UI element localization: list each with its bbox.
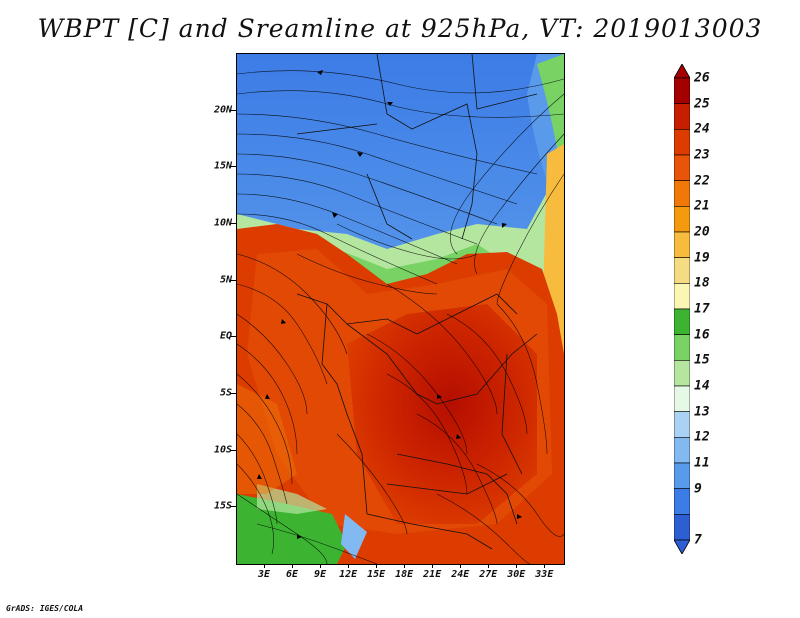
latitude-label: 10N bbox=[213, 217, 232, 229]
colorbar-label: 15 bbox=[694, 352, 710, 368]
green-patch-ne bbox=[537, 54, 564, 194]
colorbar-min-arrow bbox=[674, 539, 690, 554]
longitude-tick bbox=[516, 563, 518, 568]
colorbar bbox=[674, 64, 690, 554]
colorbar-label: 9 bbox=[694, 481, 702, 497]
longitude-label: 12E bbox=[339, 569, 358, 580]
colorbar-swatch bbox=[674, 77, 690, 104]
longitude-label: 15E bbox=[367, 569, 386, 580]
latitude-label: 15N bbox=[213, 160, 232, 172]
colorbar-swatch bbox=[674, 103, 690, 130]
colorbar-label: 16 bbox=[694, 327, 710, 343]
longitude-tick bbox=[264, 563, 266, 568]
longitude-label: 18E bbox=[395, 569, 414, 580]
latitude-tick bbox=[230, 279, 236, 281]
longitude-label: 33E bbox=[535, 569, 554, 580]
latitude-tick bbox=[230, 506, 236, 508]
longitude-label: 30E bbox=[507, 569, 526, 580]
colorbar-label: 20 bbox=[694, 224, 710, 240]
warm-band-sw bbox=[237, 384, 297, 494]
longitude-tick bbox=[488, 563, 490, 568]
colorbar-swatch bbox=[674, 154, 690, 181]
colorbar-swatch bbox=[674, 385, 690, 412]
colorbar-swatch bbox=[674, 308, 690, 335]
colorbar-label: 7 bbox=[694, 532, 702, 548]
cool-region-sw bbox=[237, 494, 347, 564]
longitude-tick bbox=[320, 563, 322, 568]
colorbar-label: 24 bbox=[694, 121, 710, 137]
longitude-label: 27E bbox=[479, 569, 498, 580]
colorbar-label: 18 bbox=[694, 275, 710, 291]
cool-edge-sw bbox=[257, 484, 327, 514]
latitude-label: 5S bbox=[219, 387, 232, 399]
latitude-label: 5N bbox=[219, 274, 232, 286]
colorbar-label: 21 bbox=[694, 198, 710, 214]
colorbar-swatch bbox=[674, 257, 690, 284]
longitude-tick bbox=[376, 563, 378, 568]
country-borders bbox=[296, 54, 538, 550]
colorbar-swatch bbox=[674, 462, 690, 489]
wbpt-field-map bbox=[237, 54, 564, 564]
longitude-tick bbox=[460, 563, 462, 568]
latitude-tick bbox=[230, 449, 236, 451]
latitude-tick bbox=[230, 336, 236, 338]
map-panel bbox=[236, 53, 565, 565]
latitude-tick bbox=[230, 393, 236, 394]
colorbar-label: 11 bbox=[694, 455, 710, 471]
longitude-label: 21E bbox=[423, 569, 442, 580]
longitude-label: 6E bbox=[286, 569, 299, 580]
colorbar-label: 23 bbox=[694, 147, 710, 163]
longitude-label: 9E bbox=[314, 569, 327, 580]
colorbar-swatch bbox=[674, 206, 690, 233]
latitude-tick bbox=[230, 109, 236, 111]
colorbar-swatch bbox=[674, 514, 690, 541]
colorbar-max-arrow bbox=[674, 64, 690, 79]
colorbar-swatch bbox=[674, 283, 690, 310]
colorbar-label: 14 bbox=[694, 378, 710, 394]
cool-spot-south bbox=[341, 514, 367, 559]
latitude-label: 15S bbox=[213, 500, 232, 512]
colorbar-swatch bbox=[674, 129, 690, 156]
colorbar-label: 12 bbox=[694, 429, 710, 445]
longitude-tick bbox=[404, 563, 406, 568]
colorbar-swatch bbox=[674, 411, 690, 438]
latitude-label: 20N bbox=[213, 104, 232, 116]
colorbar-swatch bbox=[674, 437, 690, 464]
map-title: WBPT [C] and Sreamline at 925hPa, VT: 20… bbox=[37, 14, 763, 43]
longitude-tick bbox=[292, 563, 294, 568]
latitude-tick bbox=[230, 166, 236, 168]
colorbar-label: 22 bbox=[694, 173, 710, 189]
latitude-label: 10S bbox=[213, 444, 232, 456]
longitude-label: 24E bbox=[451, 569, 470, 580]
colorbar-label: 26 bbox=[694, 70, 710, 86]
longitude-tick bbox=[544, 563, 546, 568]
hot-core bbox=[347, 304, 537, 524]
colorbar-label: 17 bbox=[694, 301, 710, 317]
streamlines bbox=[237, 70, 564, 564]
colorbar-swatch bbox=[674, 360, 690, 387]
longitude-label: 3E bbox=[257, 569, 271, 580]
colorbar-swatch bbox=[674, 334, 690, 361]
colorbar-swatch bbox=[674, 180, 690, 207]
latitude-label: EQ bbox=[219, 330, 232, 342]
longitude-tick bbox=[348, 563, 350, 568]
grads-credit: GrADS: IGES/COLA bbox=[6, 604, 84, 613]
streamline-arrows bbox=[257, 70, 522, 539]
longitude-tick bbox=[432, 563, 434, 568]
latitude-tick bbox=[230, 223, 236, 224]
colorbar-swatch bbox=[674, 488, 690, 515]
colorbar-label: 25 bbox=[694, 96, 710, 112]
colorbar-label: 19 bbox=[694, 250, 710, 266]
colorbar-label: 13 bbox=[694, 404, 710, 420]
colorbar-swatch bbox=[674, 231, 690, 258]
